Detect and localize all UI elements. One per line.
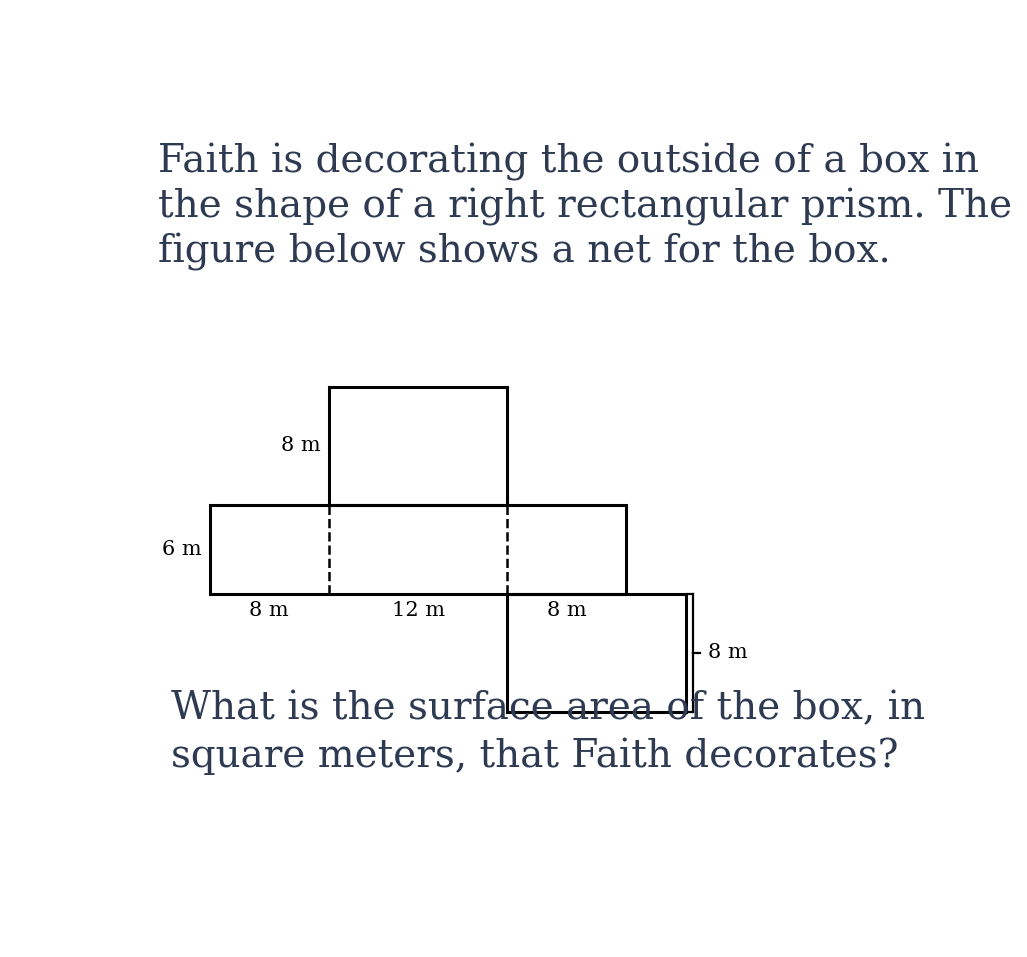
Text: What is the surface area of the box, in: What is the surface area of the box, in xyxy=(172,690,925,727)
Text: Faith is decorating the outside of a box in: Faith is decorating the outside of a box… xyxy=(158,144,979,181)
Text: 8 m: 8 m xyxy=(250,602,290,620)
Text: figure below shows a net for the box.: figure below shows a net for the box. xyxy=(158,233,890,271)
Text: 8 m: 8 m xyxy=(547,602,586,620)
Text: 12 m: 12 m xyxy=(391,602,445,620)
Text: the shape of a right rectangular prism. The: the shape of a right rectangular prism. … xyxy=(158,188,1012,226)
Bar xyxy=(210,505,626,593)
Bar xyxy=(329,387,507,505)
Bar xyxy=(507,593,686,712)
Text: 8 m: 8 m xyxy=(708,643,748,662)
Text: 6 m: 6 m xyxy=(162,540,202,559)
Text: square meters, that Faith decorates?: square meters, that Faith decorates? xyxy=(172,738,899,775)
Text: 8 m: 8 m xyxy=(281,436,321,456)
